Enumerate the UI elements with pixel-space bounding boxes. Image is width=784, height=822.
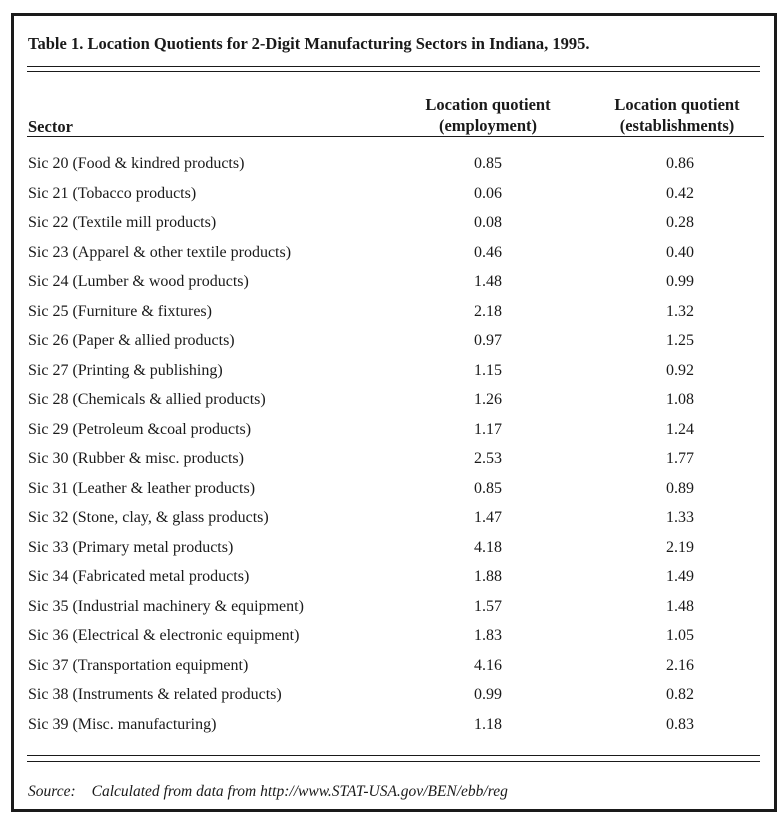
table-row: Sic 36 (Electrical & electronic equipmen…: [0, 627, 784, 649]
employment-cell: 1.26: [474, 391, 502, 408]
sector-cell: Sic 36 (Electrical & electronic equipmen…: [28, 627, 300, 644]
establishments-cell: 0.89: [666, 479, 694, 497]
title-rule-bottom: [27, 71, 760, 72]
table-row: Sic 31 (Leather & leather products) 0.85 0…: [0, 480, 784, 502]
table-row: Sic 39 (Misc. manufacturing) 1.18 0.83: [0, 716, 784, 738]
sector-cell: Sic 34 (Fabricated metal products): [28, 568, 250, 585]
employment-cell: 1.47: [474, 509, 502, 526]
establishments-cell: 0.83: [666, 715, 694, 733]
employment-cell: 4.16: [474, 656, 502, 674]
establishments-cell: 1.25: [666, 332, 694, 349]
establishments-cell: 1.48: [666, 597, 694, 615]
header-employment-line2: (employment): [438, 116, 538, 135]
sector-cell: Sic 21 (Tobacco products): [28, 184, 197, 202]
sector-cell: Sic 23 (Apparel & other textile products…: [28, 243, 292, 261]
footer-rule-top: [27, 755, 760, 756]
table-row: Sic 29 (Petroleum &coal products) 1.17 1.2…: [0, 421, 784, 443]
employment-cell: 1.83: [474, 627, 502, 644]
table-row: Sic 28 (Chemicals & allied products) 1.26…: [0, 391, 784, 413]
sector-cell: Sic 32 (Stone, clay, & glass products): [28, 509, 269, 526]
header-employment: Location quotient (employment): [418, 94, 558, 136]
establishments-cell: 0.42: [666, 184, 694, 202]
table-frame: [11, 13, 777, 812]
sector-cell: Sic 29 (Petroleum &coal products): [28, 420, 252, 438]
table-row: Sic 25 (Furniture & fixtures) 2.18 1.32: [0, 303, 784, 325]
establishments-cell: 0.99: [666, 273, 694, 290]
footer-rule-bottom: [27, 761, 760, 762]
establishments-cell: 1.32: [666, 302, 694, 320]
establishments-cell: 2.19: [666, 538, 694, 556]
table-row: Sic 26 (Paper & allied products) 0.97 1.25: [0, 332, 784, 354]
employment-cell: 2.53: [474, 450, 502, 467]
sector-cell: Sic 27 (Printing & publishing): [28, 361, 223, 379]
establishments-cell: 1.08: [666, 391, 694, 408]
employment-cell: 1.88: [474, 568, 502, 585]
establishments-cell: 1.77: [666, 450, 694, 467]
establishments-cell: 1.24: [666, 420, 694, 438]
source-note: Source: Calculated from data from http://…: [28, 783, 508, 801]
employment-cell: 0.85: [474, 155, 502, 172]
employment-cell: 0.97: [474, 332, 502, 349]
title-rule-top: [27, 66, 760, 67]
establishments-cell: 1.33: [666, 509, 694, 526]
header-sector: Sector: [28, 117, 73, 136]
sector-cell: Sic 37 (Transportation equipment): [28, 656, 249, 674]
employment-cell: 1.57: [474, 597, 502, 615]
header-establishments-line1: Location quotient: [614, 95, 740, 114]
table-row: Sic 32 (Stone, clay, & glass products) 1.…: [0, 509, 784, 531]
employment-cell: 2.18: [474, 302, 502, 320]
employment-cell: 0.85: [474, 479, 502, 497]
table-row: Sic 22 (Textile mill products) 0.08 0.28: [0, 214, 784, 236]
table-row: Sic 38 (Instruments & related products) 0…: [0, 686, 784, 708]
establishments-cell: 0.82: [666, 686, 694, 703]
sector-cell: Sic 28 (Chemicals & allied products): [28, 391, 266, 408]
employment-cell: 4.18: [474, 538, 502, 556]
employment-cell: 0.46: [474, 243, 502, 261]
sector-cell: Sic 30 (Rubber & misc. products): [28, 450, 244, 467]
establishments-cell: 0.40: [666, 243, 694, 261]
employment-cell: 1.18: [474, 715, 502, 733]
sector-cell: Sic 38 (Instruments & related products): [28, 686, 282, 703]
sector-cell: Sic 33 (Primary metal products): [28, 538, 234, 556]
header-establishments: Location quotient (establishments): [597, 94, 757, 136]
employment-cell: 1.48: [474, 273, 502, 290]
employment-cell: 0.99: [474, 686, 502, 703]
header-employment-line1: Location quotient: [425, 95, 551, 114]
sector-cell: Sic 26 (Paper & allied products): [28, 332, 235, 349]
table-row: Sic 34 (Fabricated metal products) 1.88 1.…: [0, 568, 784, 590]
establishments-cell: 0.86: [666, 155, 694, 172]
table-row: Sic 30 (Rubber & misc. products) 2.53 1.77: [0, 450, 784, 472]
establishments-cell: 0.28: [666, 214, 694, 231]
table-row: Sic 21 (Tobacco products) 0.06 0.42: [0, 185, 784, 207]
table-row: Sic 33 (Primary metal products) 4.18 2.19: [0, 539, 784, 561]
source-text: Calculated from data from http://www.STA…: [91, 783, 508, 800]
sector-cell: Sic 39 (Misc. manufacturing): [28, 715, 217, 733]
sector-cell: Sic 22 (Textile mill products): [28, 214, 217, 231]
establishments-cell: 0.92: [666, 361, 694, 379]
header-establishments-line2: (establishments): [619, 116, 735, 135]
table-row: Sic 27 (Printing & publishing) 1.15 0.92: [0, 362, 784, 384]
employment-cell: 0.08: [474, 214, 502, 231]
table-title: Table 1. Location Quotients for 2-Digit …: [28, 34, 590, 53]
header-rule: [27, 136, 764, 137]
sector-cell: Sic 31 (Leather & leather products): [28, 479, 256, 497]
table-row: Sic 20 (Food & kindred products) 0.85 0.86: [0, 155, 784, 177]
sector-cell: Sic 24 (Lumber & wood products): [28, 273, 249, 290]
sector-cell: Sic 35 (Industrial machinery & equipment…: [28, 597, 304, 615]
table-row: Sic 24 (Lumber & wood products) 1.48 0.99: [0, 273, 784, 295]
establishments-cell: 1.05: [666, 627, 694, 644]
establishments-cell: 2.16: [666, 656, 694, 674]
table-row: Sic 35 (Industrial machinery & equipment…: [0, 598, 784, 620]
establishments-cell: 1.49: [666, 568, 694, 585]
employment-cell: 1.17: [474, 420, 502, 438]
employment-cell: 1.15: [474, 361, 502, 379]
employment-cell: 0.06: [474, 184, 502, 202]
table-row: Sic 23 (Apparel & other textile products…: [0, 244, 784, 266]
table-row: Sic 37 (Transportation equipment) 4.16 2.1…: [0, 657, 784, 679]
sector-cell: Sic 25 (Furniture & fixtures): [28, 302, 212, 320]
sector-cell: Sic 20 (Food & kindred products): [28, 155, 245, 172]
source-label: Source:: [28, 783, 76, 800]
